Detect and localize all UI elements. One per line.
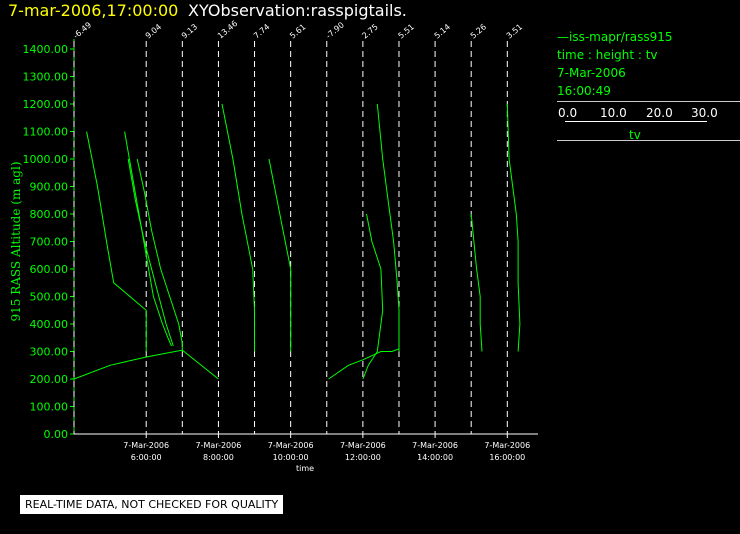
legend-series-label: iss-mapr/rass915 bbox=[569, 30, 673, 44]
series-line bbox=[506, 103, 521, 352]
legend-scale-tick: 0.0 bbox=[558, 106, 578, 120]
x-tick-label-date: 7-Mar-2006 bbox=[268, 441, 314, 450]
y-axis-title: 915 RASS Altitude (m agl) bbox=[9, 161, 23, 321]
series-line bbox=[362, 213, 384, 380]
profile-label: 5.14 bbox=[433, 22, 452, 40]
profile-label: 9.04 bbox=[144, 22, 163, 40]
profile-label: 2.75 bbox=[360, 22, 379, 40]
y-tick-label: 900.00 bbox=[30, 181, 69, 194]
header-timestamp: 7-mar-2006,17:00:00 bbox=[8, 1, 179, 20]
x-tick-label-time: 8:00:00 bbox=[203, 453, 234, 462]
y-tick-label: 200.00 bbox=[30, 373, 69, 386]
legend-series: —iss-mapr/rass915 bbox=[557, 30, 673, 44]
profile-label: 5.51 bbox=[396, 22, 415, 40]
x-axis-title: time bbox=[296, 464, 314, 473]
x-tick-label-date: 7-Mar-2006 bbox=[123, 441, 169, 450]
y-tick-label: 500.00 bbox=[30, 291, 69, 304]
y-tick-label: 400.00 bbox=[30, 318, 69, 331]
profile-label: 5.61 bbox=[288, 22, 307, 40]
y-tick-label: 1000.00 bbox=[23, 153, 69, 166]
y-tick-label: 1300.00 bbox=[23, 71, 69, 84]
series-line bbox=[376, 103, 400, 352]
profile-label: 7.74 bbox=[252, 22, 271, 40]
x-tick-label-date: 7-Mar-2006 bbox=[484, 441, 530, 450]
legend-variables: time : height : tv bbox=[557, 48, 658, 62]
profile-label: 9.13 bbox=[180, 22, 199, 40]
legend-scale-ticks: 0.0 10.0 20.0 30.0 bbox=[557, 106, 740, 136]
x-tick-label-time: 14:00:00 bbox=[417, 453, 453, 462]
series-line bbox=[73, 349, 219, 380]
legend-scale-unit: tv bbox=[629, 128, 641, 142]
legend-scale-tick: 20.0 bbox=[646, 106, 673, 120]
series-line bbox=[470, 213, 483, 352]
series-line bbox=[328, 348, 400, 380]
series-line bbox=[221, 103, 255, 352]
profile-label: -6.49 bbox=[72, 20, 94, 40]
x-tick-label-date: 7-Mar-2006 bbox=[340, 441, 386, 450]
legend-separator-bottom bbox=[557, 140, 740, 141]
legend-date: 7-Mar-2006 bbox=[557, 66, 626, 80]
x-tick-label-time: 16:00:00 bbox=[489, 453, 525, 462]
x-tick-label-date: 7-Mar-2006 bbox=[196, 441, 242, 450]
y-tick-label: 1200.00 bbox=[23, 98, 69, 111]
y-tick-label: 700.00 bbox=[30, 236, 69, 249]
legend-time: 16:00:49 bbox=[557, 84, 611, 98]
y-tick-label: 1400.00 bbox=[23, 43, 69, 56]
x-tick-label-time: 10:00:00 bbox=[273, 453, 309, 462]
series-line bbox=[124, 131, 172, 347]
x-tick-label-date: 7-Mar-2006 bbox=[412, 441, 458, 450]
series-line bbox=[86, 131, 147, 352]
quality-disclaimer: REAL-TIME DATA, NOT CHECKED FOR QUALITY bbox=[20, 495, 284, 514]
y-tick-label: 800.00 bbox=[30, 208, 69, 221]
y-tick-label: 300.00 bbox=[30, 346, 69, 359]
chart-title: XYObservation:rasspigtails. bbox=[188, 1, 407, 20]
y-tick-label: 600.00 bbox=[30, 263, 69, 276]
x-tick-label-time: 6:00:00 bbox=[131, 453, 162, 462]
y-tick-label: 100.00 bbox=[30, 401, 69, 414]
legend-panel: —iss-mapr/rass915 time : height : tv 7-M… bbox=[557, 28, 740, 142]
legend-scale-tick: 30.0 bbox=[691, 106, 718, 120]
series-line bbox=[268, 158, 292, 352]
profile-label: 13.46 bbox=[216, 19, 239, 41]
series-line bbox=[136, 158, 183, 352]
x-tick-label-time: 12:00:00 bbox=[345, 453, 381, 462]
profile-label: -7.90 bbox=[324, 20, 346, 40]
series-line bbox=[127, 158, 174, 347]
legend-scale-axis bbox=[565, 121, 707, 122]
legend-separator-top bbox=[557, 101, 740, 102]
y-tick-label: 1100.00 bbox=[23, 126, 69, 139]
profile-label: 3.51 bbox=[505, 22, 524, 40]
y-tick-label: 0.00 bbox=[44, 428, 69, 441]
profile-label: 5.26 bbox=[469, 22, 488, 40]
legend-scale-tick: 10.0 bbox=[600, 106, 627, 120]
